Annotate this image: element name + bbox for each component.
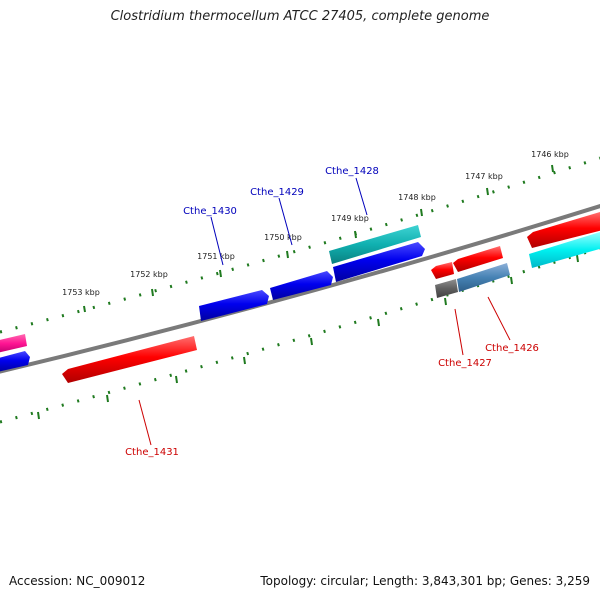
gene-cthe-1428[interactable] xyxy=(329,225,421,264)
gene-cthe-1427[interactable] xyxy=(435,279,458,298)
gene-label-cthe-1431: Cthe_1431 xyxy=(125,447,179,458)
gene-cthe-1426[interactable] xyxy=(457,263,510,292)
kbp-label-1752: 1752 kbp xyxy=(130,270,168,279)
label-leaders xyxy=(138,177,511,446)
kbp-label-1751: 1751 kbp xyxy=(197,252,235,261)
gene-cthe-1430[interactable] xyxy=(199,290,269,321)
gene-cthe-1429[interactable] xyxy=(270,271,333,300)
kbp-label-1747: 1747 kbp xyxy=(465,172,503,181)
gene-feature-blue-left[interactable] xyxy=(0,351,30,372)
genome-summary-text: Topology: circular; Length: 3,843,301 bp… xyxy=(260,574,590,588)
gene-feature-red-right[interactable] xyxy=(527,212,600,248)
accession-text: Accession: NC_009012 xyxy=(9,574,146,588)
gene-label-cthe-1427: Cthe_1427 xyxy=(438,358,492,369)
gene-label-cthe-1428: Cthe_1428 xyxy=(325,166,379,177)
gene-cthe-1431[interactable] xyxy=(62,336,197,383)
gene-feature-red-small[interactable] xyxy=(431,262,454,279)
kbp-label-1749: 1749 kbp xyxy=(331,214,369,223)
gene-feature-pink[interactable] xyxy=(0,334,27,353)
gene-feature-blue-right[interactable] xyxy=(333,242,425,282)
genome-backbone xyxy=(0,204,600,374)
gene-label-cthe-1426: Cthe_1426 xyxy=(485,343,539,354)
outer-tick-track xyxy=(0,156,600,334)
gene-label-cthe-1430: Cthe_1430 xyxy=(183,206,237,217)
kbp-label-1750: 1750 kbp xyxy=(264,233,302,242)
gene-feature-red-mid[interactable] xyxy=(453,246,503,272)
inner-tick-track xyxy=(0,246,600,424)
map-title: Clostridium thermocellum ATCC 27405, com… xyxy=(110,9,490,24)
kbp-label-1746: 1746 kbp xyxy=(531,150,569,159)
gene-feature-cyan-right[interactable] xyxy=(529,232,600,268)
major-ticks xyxy=(37,164,579,420)
kbp-label-1748: 1748 kbp xyxy=(398,193,436,202)
kbp-label-1753: 1753 kbp xyxy=(62,288,100,297)
gene-label-cthe-1429: Cthe_1429 xyxy=(250,187,304,198)
